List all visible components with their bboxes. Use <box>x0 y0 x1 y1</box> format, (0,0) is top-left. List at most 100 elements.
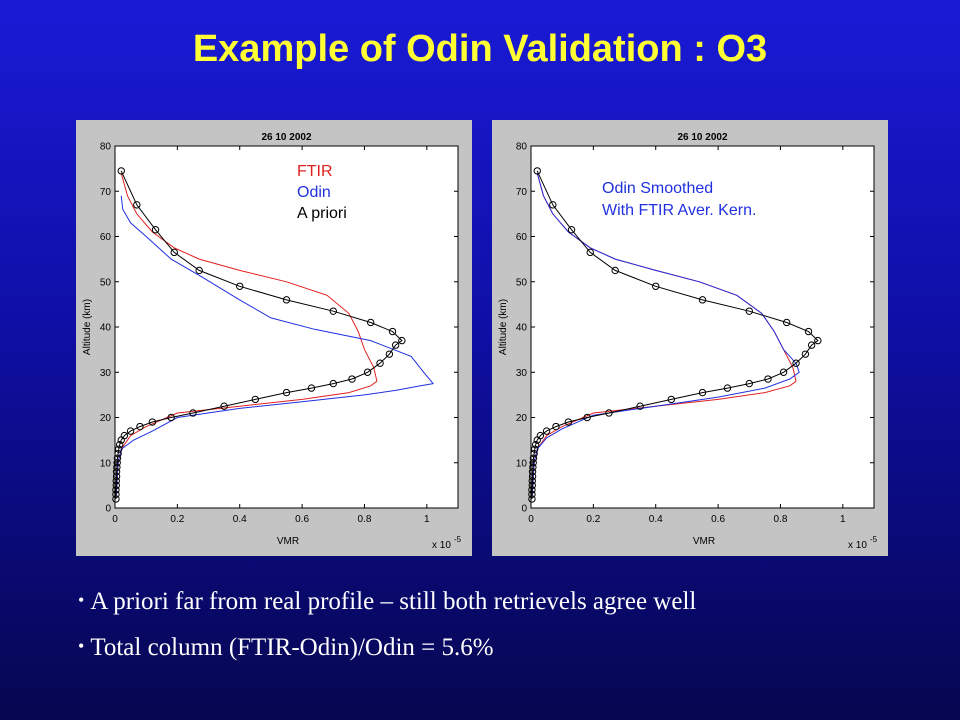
series-marker <box>170 248 178 257</box>
series-marker <box>113 463 121 471</box>
x-tick-label: 0.2 <box>586 514 600 525</box>
series-marker <box>807 341 816 349</box>
plot-area <box>114 145 459 509</box>
series-marker <box>533 167 541 175</box>
series-marker <box>376 359 384 367</box>
series-marker <box>583 413 591 422</box>
series-marker <box>126 427 135 435</box>
series-marker <box>530 450 538 458</box>
series-marker <box>167 413 175 422</box>
x-axis-label: VMR <box>277 536 299 547</box>
y-tick-label: 20 <box>516 413 528 424</box>
series-marker <box>112 486 120 494</box>
series-marker <box>282 296 291 304</box>
series-marker <box>220 402 228 410</box>
x-tick-label: 0.8 <box>358 514 372 525</box>
x-tick-label: 0.4 <box>649 514 663 525</box>
y-tick-label: 0 <box>105 504 111 515</box>
x-tick-label: 1 <box>840 514 846 525</box>
series-marker <box>528 481 536 490</box>
series-marker <box>605 409 613 417</box>
x-tick-label: 0.8 <box>774 514 788 525</box>
series-marker <box>112 495 120 503</box>
series-marker <box>388 327 397 336</box>
series-marker <box>195 266 203 275</box>
y-tick-label: 80 <box>100 142 112 153</box>
series-marker <box>528 490 536 499</box>
y-tick-label: 50 <box>100 277 112 288</box>
series-marker <box>814 336 822 345</box>
legend-entry: Odin <box>297 184 331 201</box>
series-marker <box>391 341 400 349</box>
x-tick-label: 0.6 <box>295 514 309 525</box>
series-marker <box>804 327 813 336</box>
series-marker <box>112 468 121 476</box>
series-marker <box>398 336 406 345</box>
series-marker <box>611 266 619 275</box>
y-tick-label: 10 <box>100 458 112 469</box>
x-multiplier-exponent: -5 <box>454 535 462 544</box>
series-marker <box>112 477 120 485</box>
series-marker <box>531 445 539 453</box>
series-marker <box>363 368 372 376</box>
plot-area <box>530 145 875 509</box>
bullet-item: • Total column (FTIR-Odin)/Odin = 5.6% <box>78 634 938 662</box>
series-marker <box>133 201 141 209</box>
series-marker <box>282 388 291 397</box>
y-tick-label: 30 <box>100 368 112 379</box>
series-marker <box>542 427 551 435</box>
x-multiplier-exponent: -5 <box>870 535 878 544</box>
chart-odin-smoothed: 26 10 2002 0 10 20 30 40 50 60 70 80 0 0.2 0.4 0.6 0.8… <box>498 132 878 551</box>
series-marker <box>528 486 536 494</box>
series-marker <box>586 248 594 257</box>
series-marker <box>120 431 129 440</box>
series-marker <box>745 379 753 388</box>
y-tick-label: 40 <box>516 323 528 334</box>
series-marker <box>779 368 788 376</box>
series-marker <box>115 440 124 449</box>
x-multiplier: x 10 <box>432 540 451 551</box>
series-marker <box>236 282 244 290</box>
series-marker <box>564 418 573 426</box>
series-marker <box>745 307 753 315</box>
y-tick-label: 50 <box>516 277 528 288</box>
series-marker <box>764 375 772 383</box>
series-marker <box>782 318 791 327</box>
chart-title: 26 10 2002 <box>261 132 311 143</box>
legend-entry: Odin Smoothed <box>602 180 713 197</box>
series-marker <box>112 472 121 481</box>
x-axis-label: VMR <box>693 536 715 547</box>
series-marker <box>652 282 660 290</box>
series-marker <box>698 296 707 304</box>
series-marker <box>529 459 537 467</box>
slide-title: Example of Odin Validation : O3 <box>192 28 768 70</box>
y-tick-label: 70 <box>516 187 528 198</box>
series-marker <box>552 422 560 431</box>
series-marker <box>115 445 123 453</box>
y-axis-label: Altitude (km) <box>498 299 509 355</box>
series-marker <box>307 384 316 392</box>
series-marker <box>549 201 557 209</box>
x-tick-label: 0 <box>112 514 118 525</box>
series-marker <box>329 307 337 315</box>
series-marker <box>567 226 576 234</box>
series-marker <box>801 350 810 358</box>
series-marker <box>529 463 537 471</box>
bullet-text: Total column (FTIR-Odin)/Odin = 5.6% <box>90 634 494 661</box>
y-tick-label: 30 <box>516 368 528 379</box>
series-marker <box>113 454 122 462</box>
chart-panel-right: 26 10 2002 0 10 20 30 40 50 60 70 80 0 0.2 0.4 0.6 0.8… <box>492 120 888 556</box>
legend-entry: FTIR <box>297 163 333 180</box>
series-marker <box>667 395 676 404</box>
y-tick-label: 80 <box>516 142 528 153</box>
y-tick-label: 60 <box>516 232 528 243</box>
chart-title: 26 10 2002 <box>677 132 727 143</box>
y-tick-label: 40 <box>100 323 112 334</box>
x-tick-label: 0.2 <box>170 514 184 525</box>
series-marker <box>112 481 120 490</box>
series-marker <box>528 468 537 476</box>
series-marker <box>536 431 545 440</box>
series-marker <box>189 409 197 417</box>
x-tick-label: 0.6 <box>711 514 725 525</box>
series-marker <box>251 395 260 404</box>
